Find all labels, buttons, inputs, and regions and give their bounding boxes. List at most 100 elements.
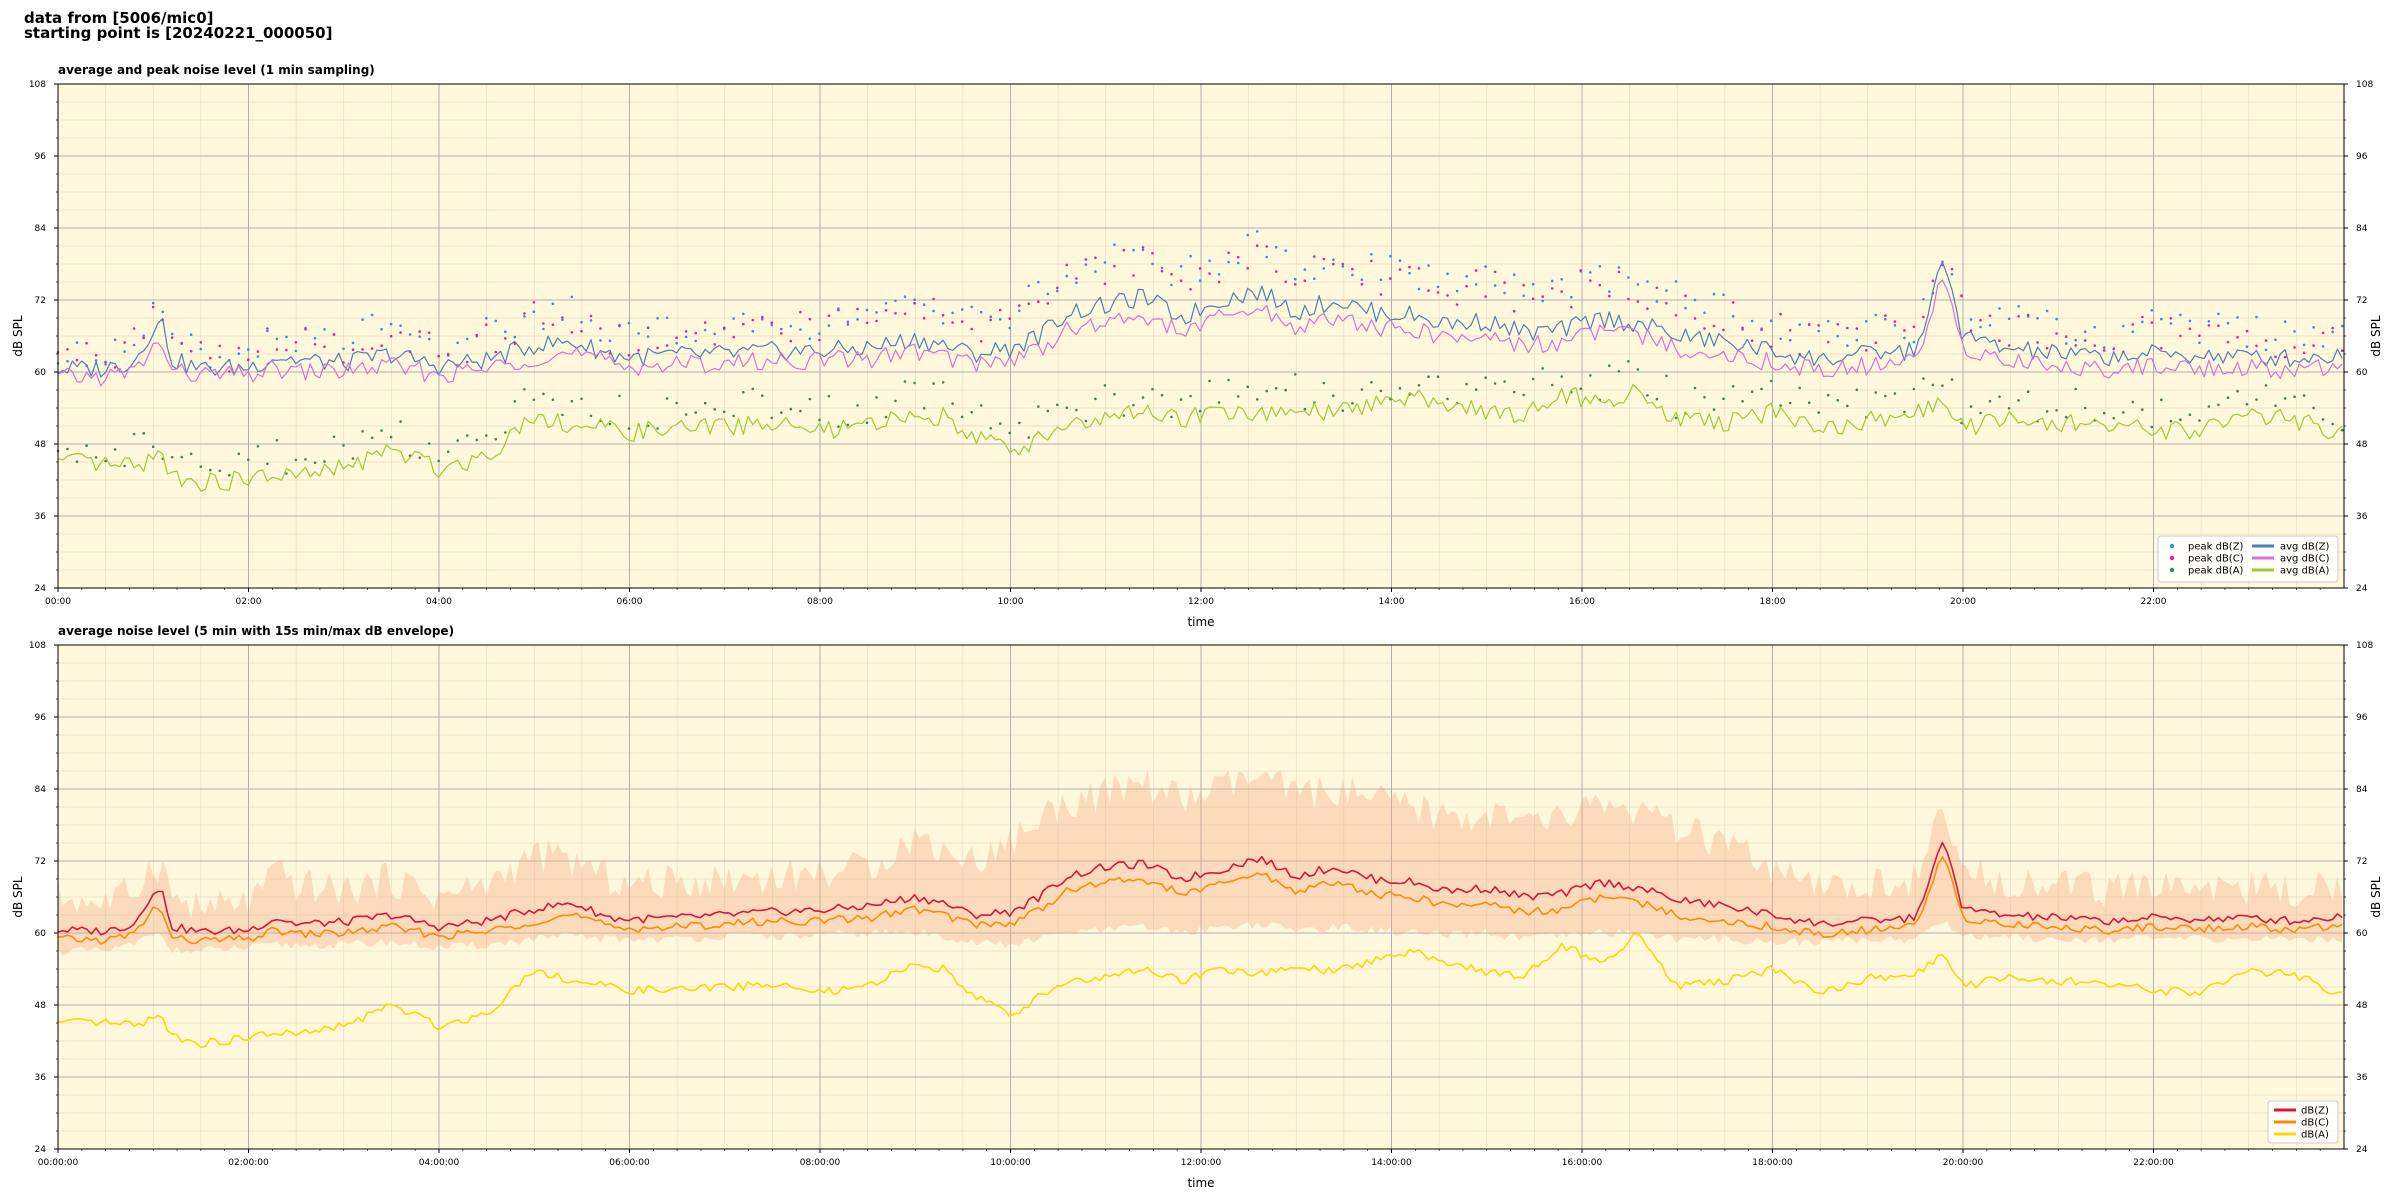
- scatter-point: [1474, 388, 1478, 391]
- scatter-point: [2198, 341, 2201, 345]
- y-tick-label-right: 24: [2356, 1145, 2368, 1155]
- scatter-point: [1027, 284, 1031, 288]
- y-tick-label-right: 48: [2356, 440, 2368, 450]
- scatter-point: [1608, 294, 1611, 298]
- scatter-point: [2321, 418, 2325, 421]
- scatter-point: [2026, 313, 2030, 317]
- scatter-point: [1379, 293, 1383, 296]
- scatter-point: [475, 333, 479, 337]
- scatter-point: [2217, 403, 2220, 407]
- scatter-point: [580, 329, 583, 333]
- scatter-point: [608, 339, 612, 343]
- y-tick-label-right: 36: [2356, 512, 2368, 522]
- scatter-point: [1046, 302, 1050, 305]
- series-line: [57, 841, 2343, 936]
- scatter-point: [1674, 280, 1678, 283]
- scatter-point: [485, 434, 488, 437]
- scatter-point: [427, 337, 431, 341]
- scatter-point: [903, 380, 907, 383]
- scatter-point: [1094, 397, 1097, 401]
- legend-label: avg dB(A): [2280, 566, 2330, 577]
- scatter-point: [998, 422, 1002, 425]
- scatter-point: [608, 422, 612, 426]
- scatter-point: [1826, 319, 1830, 323]
- scatter-point: [1788, 329, 1792, 332]
- scatter-point: [1474, 269, 1478, 272]
- y-tick-label: 24: [35, 1145, 47, 1155]
- scatter-point: [1636, 368, 1640, 371]
- scatter-point: [342, 444, 345, 447]
- scatter-point: [2141, 315, 2144, 319]
- scatter-point: [1379, 278, 1383, 282]
- scatter-point: [656, 427, 659, 430]
- scatter-point: [656, 317, 659, 320]
- scatter-point: [170, 336, 174, 339]
- scatter-point: [2245, 345, 2249, 349]
- scatter-point: [504, 431, 507, 434]
- legend-box: [2157, 535, 2339, 583]
- scatter-point: [418, 456, 422, 460]
- scatter-point: [2036, 317, 2039, 320]
- scatter-point: [313, 337, 317, 340]
- scatter-point: [1617, 270, 1621, 274]
- scatter-point: [2283, 397, 2287, 400]
- scatter-point: [266, 327, 269, 330]
- scatter-point: [2207, 324, 2211, 327]
- scatter-point: [1246, 266, 1249, 270]
- scatter-point: [1227, 260, 1230, 264]
- y-axis-label-right: dB SPL: [2369, 876, 2383, 918]
- scatter-point: [304, 328, 307, 331]
- scatter-point: [1665, 374, 1668, 378]
- scatter-point: [808, 337, 812, 341]
- scatter-point: [2169, 419, 2173, 423]
- x-tick-label: 06:00: [617, 597, 643, 607]
- scatter-point: [761, 315, 764, 319]
- scatter-point: [2083, 339, 2087, 342]
- scatter-point: [1198, 279, 1202, 283]
- scatter-point: [209, 356, 212, 360]
- scatter-point: [1474, 283, 1478, 286]
- scatter-point: [1113, 392, 1116, 396]
- scatter-point: [684, 330, 688, 333]
- scatter-point: [1950, 267, 1954, 271]
- scatter-point: [589, 314, 593, 318]
- scatter-point: [722, 410, 726, 414]
- scatter-point: [827, 314, 831, 318]
- scatter-point: [1541, 299, 1544, 303]
- scatter-point: [1570, 295, 1573, 299]
- y-tick-label-right: 108: [2356, 80, 2373, 90]
- scatter-point: [770, 323, 774, 327]
- scatter-point: [2131, 400, 2135, 404]
- x-tick-label: 08:00:00: [800, 1158, 841, 1168]
- scatter-point: [2064, 335, 2068, 338]
- scatter-point: [2274, 338, 2277, 342]
- scatter-point: [1322, 381, 1326, 385]
- scatter-point: [837, 425, 840, 428]
- legend-label: peak dB(A): [2188, 566, 2244, 577]
- scatter-point: [542, 322, 545, 325]
- scatter-point: [1788, 401, 1792, 405]
- scatter-point: [2255, 344, 2258, 348]
- scatter-point: [2179, 418, 2182, 422]
- scatter-point: [799, 328, 802, 331]
- scatter-point: [1636, 300, 1640, 303]
- scatter-point: [1217, 401, 1221, 404]
- scatter-point: [1769, 379, 1773, 383]
- scatter-point: [2122, 411, 2125, 414]
- scatter-point: [1236, 261, 1240, 265]
- scatter-point: [2312, 344, 2315, 347]
- scatter-point: [1217, 273, 1221, 276]
- scatter-point: [1531, 297, 1535, 301]
- scatter-point: [1037, 280, 1040, 284]
- scatter-point: [1903, 410, 1906, 414]
- y-tick-label: 60: [35, 368, 47, 378]
- scatter-point: [1284, 280, 1287, 284]
- scatter-point: [2093, 325, 2096, 329]
- scatter-point: [846, 323, 850, 326]
- scatter-point: [1398, 386, 1402, 390]
- scatter-point: [941, 381, 945, 384]
- scatter-point: [180, 342, 183, 345]
- scatter-point: [523, 388, 526, 391]
- scatter-point: [1998, 307, 2001, 310]
